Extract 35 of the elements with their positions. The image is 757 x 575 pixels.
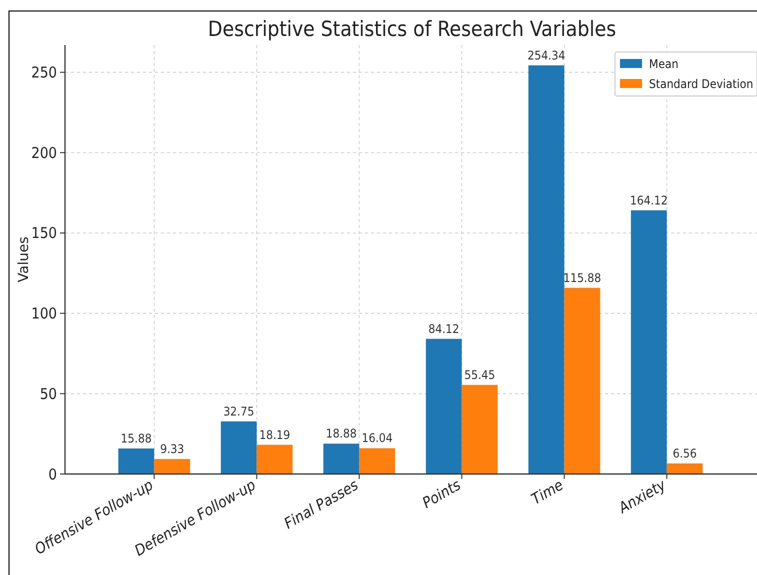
bar [118, 448, 154, 474]
bar [564, 288, 600, 474]
data-label: 55.45 [464, 368, 496, 382]
data-label: 16.04 [362, 431, 393, 446]
y-tick-label: 150 [31, 224, 57, 242]
x-tick-label: Time [528, 476, 566, 508]
y-tick-label: 200 [31, 144, 57, 162]
bar [426, 338, 462, 474]
bar [666, 463, 703, 474]
legend-label: Standard Deviation [649, 77, 754, 92]
data-label: 9.33 [160, 442, 184, 456]
bar [462, 384, 498, 474]
y-tick-label: 100 [31, 304, 57, 323]
data-label: 18.88 [326, 426, 357, 441]
y-tick-label: 50 [40, 384, 57, 403]
chart-title: Descriptive Statistics of Research Variables [208, 17, 616, 41]
bar [154, 459, 190, 474]
bar [220, 421, 257, 474]
bar [323, 444, 360, 474]
data-label: 84.12 [428, 322, 460, 336]
bar [359, 448, 396, 474]
y-tick-label: 0 [48, 465, 57, 484]
bar [528, 65, 564, 474]
y-axis-title: Values [16, 236, 32, 282]
data-label: 6.56 [672, 446, 697, 460]
legend-label: Mean [649, 57, 678, 72]
bar [256, 444, 293, 474]
data-label: 32.75 [223, 404, 254, 418]
data-label: 115.88 [563, 270, 602, 285]
bar [630, 210, 667, 474]
data-label: 164.12 [630, 193, 668, 208]
y-tick-label: 250 [31, 64, 57, 82]
data-label: 18.19 [259, 428, 290, 442]
data-label: 254.34 [527, 48, 566, 62]
data-label: 15.88 [120, 431, 152, 446]
